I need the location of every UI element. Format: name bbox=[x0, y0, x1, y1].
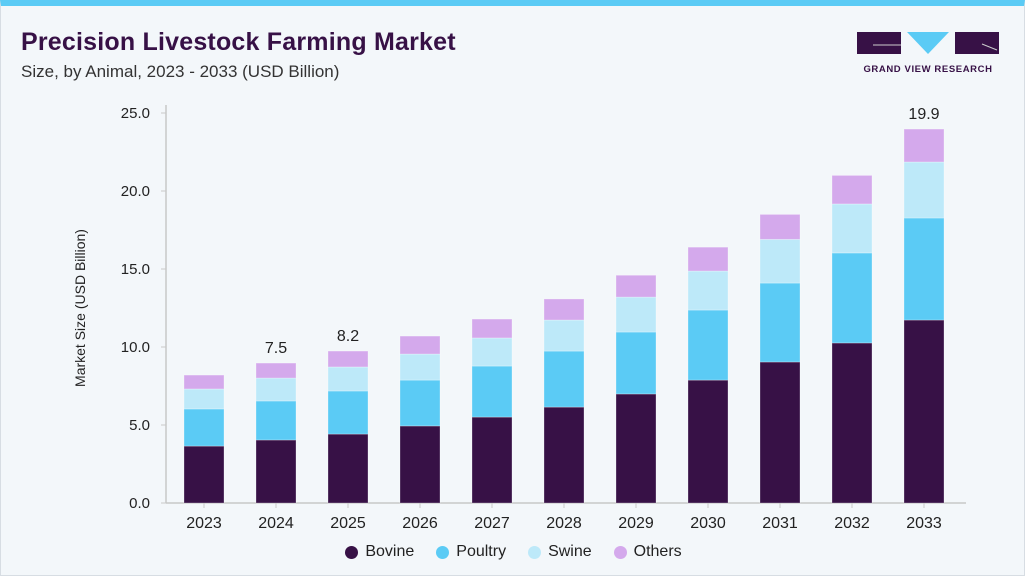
legend-swatch bbox=[436, 545, 450, 559]
bar-others-2033 bbox=[903, 128, 945, 163]
bar-others-2030 bbox=[687, 246, 729, 272]
bar-bovine-2032 bbox=[831, 342, 873, 504]
x-tick-label: 2029 bbox=[618, 515, 654, 532]
data-label: 7.5 bbox=[265, 340, 287, 357]
bar-poultry-2028 bbox=[543, 350, 585, 408]
bar-others-2026 bbox=[399, 335, 441, 355]
y-tick-label: 10.0 bbox=[121, 339, 150, 356]
bar-bovine-2033 bbox=[903, 319, 945, 504]
bar-others-2025 bbox=[327, 350, 369, 368]
bar-others-2031 bbox=[759, 213, 801, 240]
x-tick-label: 2033 bbox=[906, 515, 942, 532]
bar-poultry-2027 bbox=[471, 365, 513, 418]
bar-bovine-2026 bbox=[399, 425, 441, 504]
legend-item-swine: Swine bbox=[528, 543, 592, 561]
bar-others-2027 bbox=[471, 318, 513, 339]
bar-bovine-2023 bbox=[183, 445, 225, 504]
bar-bovine-2025 bbox=[327, 433, 369, 504]
x-tick-label: 2026 bbox=[402, 515, 438, 532]
legend-label: Swine bbox=[548, 543, 592, 560]
legend-swatch bbox=[528, 545, 542, 559]
stacked-bar-chart: 0.0 5.0 10.0 15.0 20.0 25.0 Market Size (USD B… bbox=[72, 105, 966, 532]
bar-poultry-2026 bbox=[399, 379, 441, 427]
bar-swine-2029 bbox=[615, 296, 657, 333]
x-tick-label: 2030 bbox=[690, 515, 726, 532]
bar-bovine-2024 bbox=[255, 439, 297, 504]
y-tick-label: 5.0 bbox=[129, 417, 150, 434]
bar-bovine-2029 bbox=[615, 393, 657, 504]
legend: Bovine Poultry Swine Others bbox=[1, 543, 1024, 561]
bar-swine-2028 bbox=[543, 319, 585, 352]
x-tick-label: 2028 bbox=[546, 515, 582, 532]
bar-swine-2024 bbox=[255, 377, 297, 402]
bar-bovine-2030 bbox=[687, 379, 729, 504]
bar-swine-2025 bbox=[327, 366, 369, 392]
logo-icon bbox=[857, 32, 999, 54]
page-title: Precision Livestock Farming Market bbox=[21, 28, 456, 56]
bar-others-2032 bbox=[831, 174, 873, 205]
y-tick-label: 0.0 bbox=[129, 495, 150, 512]
legend-item-poultry: Poultry bbox=[436, 543, 506, 561]
legend-swatch bbox=[345, 545, 359, 559]
bar-poultry-2032 bbox=[831, 252, 873, 344]
bar-others-2029 bbox=[615, 274, 657, 298]
legend-item-others: Others bbox=[613, 543, 682, 561]
x-tick-label: 2024 bbox=[258, 515, 294, 532]
x-tick-label: 2025 bbox=[330, 515, 366, 532]
data-label: 19.9 bbox=[908, 106, 939, 123]
bar-others-2028 bbox=[543, 298, 585, 321]
bar-bovine-2028 bbox=[543, 406, 585, 504]
logo-text: GRAND VIEW RESEARCH bbox=[863, 64, 993, 75]
bar-swine-2026 bbox=[399, 353, 441, 381]
legend-label: Poultry bbox=[456, 543, 507, 560]
bar-others-2024 bbox=[255, 362, 297, 379]
page-subtitle: Size, by Animal, 2023 - 2033 (USD Billio… bbox=[21, 62, 340, 81]
bar-bovine-2027 bbox=[471, 416, 513, 504]
y-tick-label: 20.0 bbox=[121, 183, 150, 200]
legend-label: Bovine bbox=[365, 543, 415, 560]
grand-view-research-logo: GRAND VIEW RESEARCH bbox=[857, 28, 999, 78]
bar-swine-2033 bbox=[903, 161, 945, 219]
bar-swine-2027 bbox=[471, 337, 513, 367]
bar-swine-2032 bbox=[831, 203, 873, 254]
y-tick-label: 15.0 bbox=[121, 261, 150, 278]
y-tick-label: 25.0 bbox=[121, 105, 150, 122]
data-label: 8.2 bbox=[337, 328, 359, 345]
bar-poultry-2025 bbox=[327, 390, 369, 435]
x-tick-label: 2031 bbox=[762, 515, 798, 532]
bar-poultry-2030 bbox=[687, 309, 729, 381]
bar-others-2023 bbox=[183, 374, 225, 390]
bar-swine-2023 bbox=[183, 388, 225, 410]
legend-item-bovine: Bovine bbox=[345, 543, 414, 561]
bar-swine-2030 bbox=[687, 270, 729, 311]
bar-poultry-2033 bbox=[903, 217, 945, 321]
bar-poultry-2029 bbox=[615, 331, 657, 395]
bar-poultry-2031 bbox=[759, 282, 801, 363]
x-tick-label: 2023 bbox=[186, 515, 222, 532]
bar-poultry-2024 bbox=[255, 400, 297, 441]
bar-bovine-2031 bbox=[759, 361, 801, 504]
bar-swine-2031 bbox=[759, 238, 801, 284]
x-tick-label: 2032 bbox=[834, 515, 870, 532]
legend-label: Others bbox=[633, 543, 682, 560]
y-axis-label: Market Size (USD Billion) bbox=[72, 229, 88, 387]
bar-poultry-2023 bbox=[183, 408, 225, 447]
x-tick-label: 2027 bbox=[474, 515, 510, 532]
legend-swatch bbox=[613, 545, 627, 559]
